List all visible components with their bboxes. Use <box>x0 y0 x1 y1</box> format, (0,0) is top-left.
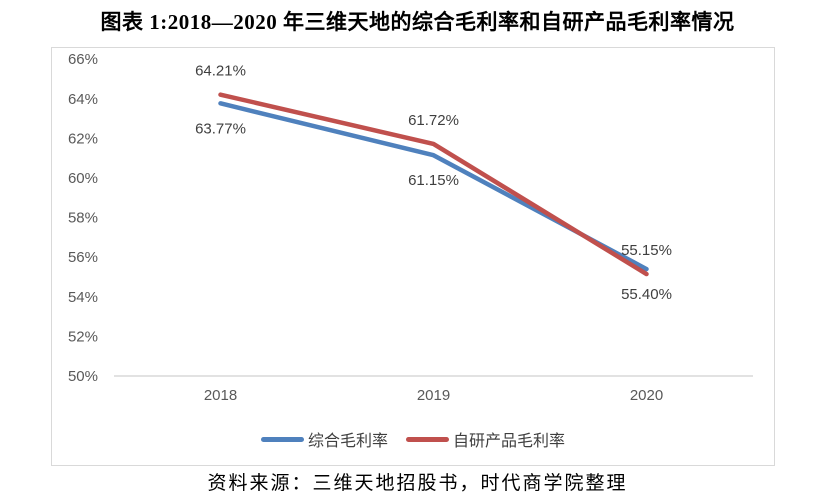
y-axis-tick: 60% <box>68 170 98 187</box>
legend-item-comprehensive-margin: 综合毛利率 <box>260 427 388 451</box>
line-chart: 50% 52% 54% 56% 58% 60% 62% 64% 66% 2018 2019 2020 6… <box>68 51 753 404</box>
legend-item-self-developed-margin: 自研产品毛利率 <box>406 427 565 451</box>
data-label-self-developed-margin: 64.21% <box>195 63 246 80</box>
y-axis-tick: 50% <box>68 368 98 385</box>
y-axis-tick: 56% <box>68 249 98 266</box>
data-label-comprehensive-margin: 63.77% <box>195 120 246 137</box>
x-axis-label: 2020 <box>630 387 663 404</box>
source-note: 资料来源：三维天地招股书，时代商学院整理 <box>207 473 628 494</box>
data-label-self-developed-margin: 61.72% <box>408 112 459 129</box>
y-axis-tick: 62% <box>68 130 98 147</box>
y-axis-tick: 64% <box>68 91 98 108</box>
y-axis-tick: 66% <box>68 51 98 68</box>
y-axis-tick: 54% <box>68 289 98 306</box>
legend-swatch-comprehensive-margin <box>260 436 304 442</box>
chart-panel: 50% 52% 54% 56% 58% 60% 62% 64% 66% 2018 2019 2020 6… <box>51 47 775 466</box>
data-label-comprehensive-margin: 55.40% <box>621 286 672 303</box>
legend: 综合毛利率 自研产品毛利率 <box>52 427 774 451</box>
x-axis-label: 2018 <box>204 387 237 404</box>
legend-swatch-self-developed-margin <box>406 436 449 442</box>
x-axis-label: 2019 <box>417 387 450 404</box>
figure-title: 图表 1:2018—2020 年三维天地的综合毛利率和自研产品毛利率情况 <box>100 10 735 34</box>
data-label-self-developed-margin: 55.15% <box>621 242 672 259</box>
series-line-self-developed-margin <box>218 92 649 277</box>
data-label-comprehensive-margin: 61.15% <box>408 172 459 189</box>
y-axis-tick: 52% <box>68 328 98 345</box>
legend-label-self-developed-margin: 自研产品毛利率 <box>453 433 566 450</box>
legend-label-comprehensive-margin: 综合毛利率 <box>307 433 388 450</box>
y-axis-tick: 58% <box>68 210 98 227</box>
